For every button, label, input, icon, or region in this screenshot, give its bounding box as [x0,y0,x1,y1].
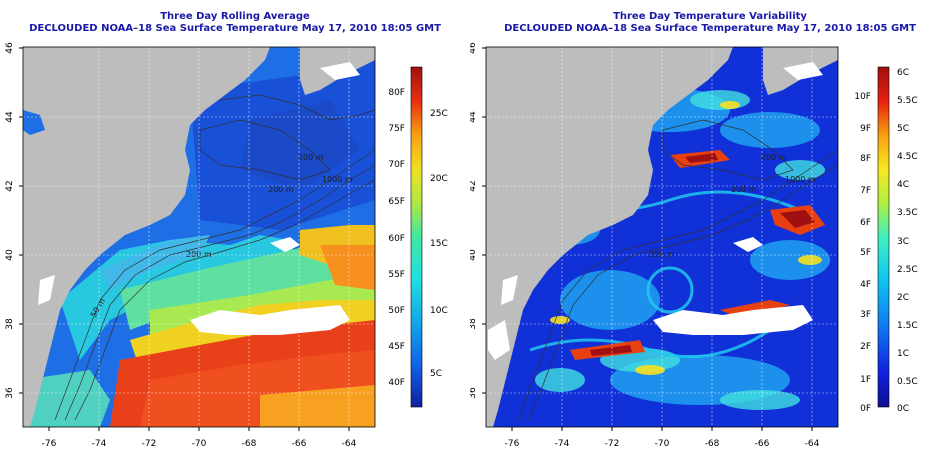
right-colorbar-f-labels: 0F 1F 2F 3F 4F 5F 6F 7F 8F 9F 10F [854,92,871,414]
colorbar-label: 6C [897,68,909,78]
right-y-axis: 36 38 40 42 44 46 [470,42,486,399]
y-tick-label: 42 [470,180,478,191]
right-map-figure: 200 m 1000 m 200 m 200 m -76 -74 -72 -70… [470,42,918,449]
left-x-axis: -76 -74 -72 -70 -68 -66 -64 [42,427,357,449]
colorbar-label: 1.5C [897,321,918,331]
colorbar-label: 60F [388,234,405,244]
left-colorbar-c-labels: 5C 10C 15C 20C 25C [430,109,448,379]
x-tick-label: -74 [92,439,107,449]
x-tick-label: -76 [505,439,520,449]
left-panel: Three Day Rolling Average DECLOUDED NOAA… [0,0,470,475]
right-bathymetry-contours [517,119,838,421]
left-contour-label: 1000 m [322,175,353,184]
colorbar-label: 9F [860,124,871,134]
colorbar-label: 0F [860,404,871,414]
colorbar-label: 70F [388,160,405,170]
colorbar-label: 75F [388,124,405,134]
colorbar-label: 4.5C [897,152,918,162]
colorbar-label: 3C [897,237,909,247]
colorbar-label: 2.5C [897,265,918,275]
left-contour-label: 200 m [298,153,324,162]
colorbar-label: 40F [388,378,405,388]
left-colorbar [410,66,423,408]
right-x-axis: -76 -74 -72 -70 -68 -66 -64 [505,427,820,449]
colorbar-label: 10F [854,92,871,102]
y-tick-label: 46 [470,42,478,54]
right-panel: Three Day Temperature Variability DECLOU… [470,0,950,475]
colorbar-label: 3.5C [897,208,918,218]
colorbar-label: 50F [388,306,405,316]
colorbar-label: 55F [388,270,405,280]
colorbar-label: 7F [860,186,871,196]
left-sst-field: 200 m 1000 m 200 m 200 m 50 m [23,47,375,427]
x-tick-label: -72 [605,439,620,449]
left-contour-label: 200 m [186,250,212,259]
right-subtitle: DECLOUDED NOAA–18 Sea Surface Temperatur… [504,23,916,34]
x-tick-label: -74 [555,439,570,449]
x-tick-label: -76 [42,439,57,449]
colorbar-label: 1C [897,349,909,359]
x-tick-label: -68 [705,439,720,449]
x-tick-label: -64 [805,439,820,449]
right-colorbar [877,66,890,408]
x-tick-label: -64 [342,439,357,449]
colorbar-label: 4C [897,180,909,190]
y-tick-label: 36 [470,387,478,399]
right-colorbar-c-labels: 0C 0.5C 1C 1.5C 2C 2.5C 3C 3.5C 4C 4.5C … [897,68,918,414]
left-graticule [23,47,375,427]
colorbar-label: 2F [860,342,871,352]
y-tick-label: 44 [5,111,15,123]
x-tick-label: -66 [755,439,770,449]
colorbar-label: 10C [430,306,448,316]
colorbar-label: 0C [897,404,909,414]
x-tick-label: -68 [242,439,257,449]
colorbar-label: 5F [860,248,871,258]
colorbar-label: 25C [430,109,448,119]
colorbar-label: 3F [860,310,871,320]
colorbar-label: 8F [860,154,871,164]
y-tick-label: 40 [5,249,15,261]
colorbar-label: 65F [388,197,405,207]
colorbar-label: 2C [897,293,909,303]
left-bathymetry-contours [54,94,375,421]
right-variability-field: 200 m 1000 m 200 m 200 m [486,47,838,427]
x-tick-label: -66 [292,439,307,449]
colorbar-label: 5C [897,124,909,134]
left-y-axis: 36 38 40 42 44 46 [5,42,23,399]
y-tick-label: 38 [470,318,478,330]
colorbar-label: 1F [860,375,871,385]
colorbar-label: 4F [860,280,871,290]
colorbar-label: 6F [860,218,871,228]
x-tick-label: -70 [192,439,207,449]
colorbar-label: 45F [388,342,405,352]
right-contour-label: 1000 m [785,175,816,184]
y-tick-label: 38 [5,318,15,330]
left-map-figure: 200 m 1000 m 200 m 200 m 50 m -76 -74 -7… [5,42,448,449]
left-title: Three Day Rolling Average [160,11,310,22]
x-tick-label: -72 [142,439,157,449]
right-contour-label: 200 m [731,185,757,194]
colorbar-label: 5.5C [897,96,918,106]
y-tick-label: 44 [470,111,478,123]
colorbar-label: 5C [430,369,442,379]
y-tick-label: 46 [5,42,15,54]
right-graticule [486,47,838,427]
colorbar-label: 0.5C [897,377,918,387]
y-tick-label: 36 [5,387,15,399]
x-tick-label: -70 [655,439,670,449]
left-colorbar-f-labels: 40F 45F 50F 55F 60F 65F 70F 75F 80F [388,88,405,388]
colorbar-label: 80F [388,88,405,98]
right-contour-label: 200 m [761,153,787,162]
right-contour-label: 200 m [649,250,675,259]
right-title: Three Day Temperature Variability [613,11,807,22]
y-tick-label: 42 [5,180,15,191]
left-subtitle: DECLOUDED NOAA–18 Sea Surface Temperatur… [29,23,441,34]
colorbar-label: 20C [430,174,448,184]
colorbar-label: 15C [430,239,448,249]
left-contour-label: 200 m [268,185,294,194]
y-tick-label: 40 [470,249,478,261]
